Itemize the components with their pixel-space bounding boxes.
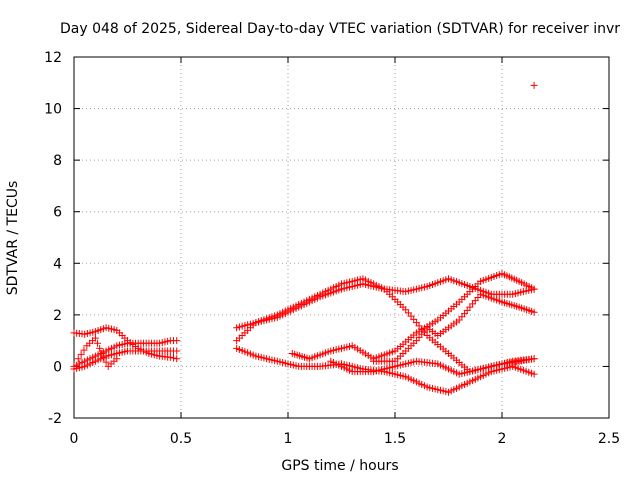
data-point: [166, 353, 174, 361]
grid-lines: [74, 57, 609, 418]
data-point: [530, 285, 538, 293]
y-tick-label: 4: [53, 256, 62, 272]
data-point: [173, 355, 181, 363]
y-axis-label: SDTVAR / TECUs: [5, 181, 21, 296]
series-arc4: [74, 334, 121, 370]
x-tick-label: 0.5: [170, 431, 192, 447]
data-point: [98, 350, 106, 358]
y-tick-label: 6: [53, 205, 62, 221]
series-arc5: [233, 275, 538, 332]
chart-title: Day 048 of 2025, Sidereal Day-to-day VTE…: [60, 21, 620, 37]
data-point: [530, 370, 538, 378]
y-tick-label: 2: [53, 308, 62, 324]
data-point: [530, 81, 538, 89]
series-arc7: [233, 344, 538, 396]
data-point: [173, 337, 181, 345]
y-tick-label: 10: [44, 102, 62, 118]
y-tick-label: 12: [44, 50, 62, 66]
data-point: [77, 350, 85, 358]
y-tick-label: -2: [48, 411, 62, 427]
plot-frame: [73, 56, 610, 419]
series-arc6: [233, 275, 538, 376]
data-point: [113, 355, 121, 363]
data-point: [170, 354, 178, 362]
x-axis-label: GPS time / hours: [281, 458, 398, 474]
series-outlier: [530, 81, 538, 89]
data-point: [530, 355, 538, 363]
data-point: [94, 339, 102, 347]
data-point: [530, 308, 538, 316]
data-point: [173, 347, 181, 355]
data-point: [100, 354, 108, 362]
data-points: [70, 81, 538, 396]
x-tick-label: 1.5: [384, 431, 406, 447]
data-point: [74, 355, 82, 363]
axis-ticks: 0 0.5 1 1.5 2 2.5 -2 0 2 4 6 8 10 12: [44, 50, 620, 447]
x-tick-label: 2.5: [598, 431, 620, 447]
y-tick-label: 8: [53, 153, 62, 169]
data-point: [96, 344, 104, 352]
x-tick-label: 1: [284, 431, 293, 447]
x-tick-label: 2: [498, 431, 507, 447]
data-point: [80, 346, 88, 354]
y-tick-label: 0: [53, 359, 62, 375]
data-point: [91, 334, 99, 342]
series-arc9: [327, 355, 538, 378]
x-tick-label: 0: [70, 431, 79, 447]
data-point: [102, 358, 110, 366]
series-arc10: [370, 290, 538, 365]
